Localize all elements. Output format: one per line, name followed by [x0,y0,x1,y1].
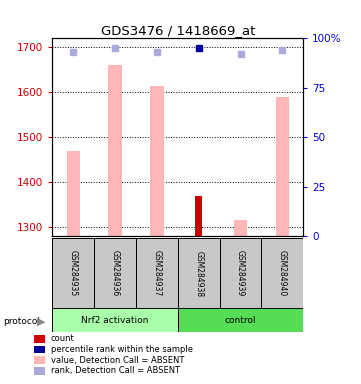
Text: GSM284936: GSM284936 [110,250,119,297]
Text: GSM284935: GSM284935 [69,250,78,297]
Bar [234,220,247,236]
Text: control: control [225,316,256,325]
Bar [108,65,122,236]
Bar [276,97,289,236]
Text: percentile rank within the sample: percentile rank within the sample [51,345,192,354]
Bar [150,86,164,236]
Text: GSM284940: GSM284940 [278,250,287,297]
Bar [94,238,136,309]
Text: GSM284938: GSM284938 [194,250,203,297]
Bar [219,238,261,309]
Bar [261,238,303,309]
Text: protocol: protocol [4,317,40,326]
Text: count: count [51,334,74,343]
Bar [136,238,178,309]
Bar [52,308,178,332]
Text: GSM284937: GSM284937 [152,250,161,297]
Text: Nrf2 activation: Nrf2 activation [81,316,149,325]
Title: GDS3476 / 1418669_at: GDS3476 / 1418669_at [101,24,255,37]
Text: GSM284939: GSM284939 [236,250,245,297]
Text: rank, Detection Call = ABSENT: rank, Detection Call = ABSENT [51,366,180,376]
Text: ▶: ▶ [37,316,46,326]
Bar [178,308,303,332]
Bar [178,238,219,309]
Bar [66,151,80,236]
Bar [52,238,94,309]
Text: value, Detection Call = ABSENT: value, Detection Call = ABSENT [51,356,184,365]
Bar [195,196,203,236]
